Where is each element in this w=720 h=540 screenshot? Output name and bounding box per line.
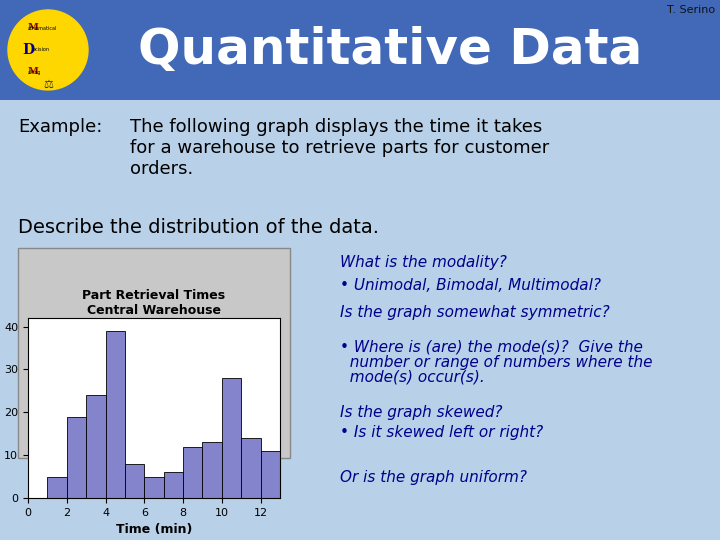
Text: mode(s) occur(s).: mode(s) occur(s). (340, 370, 485, 385)
Bar (48, 477, 67, 498)
Bar (222, 378, 241, 498)
Text: Is the graph somewhat symmetric?: Is the graph somewhat symmetric? (340, 305, 610, 320)
Text: Example:: Example: (18, 118, 102, 136)
Title: Part Retrieval Times
Central Warehouse: Part Retrieval Times Central Warehouse (82, 289, 225, 317)
X-axis label: Time (min): Time (min) (116, 523, 192, 536)
Text: Or is the graph uniform?: Or is the graph uniform? (340, 470, 527, 485)
Bar (261, 451, 280, 498)
Text: ecision: ecision (33, 48, 50, 52)
Text: What is the modality?: What is the modality? (340, 255, 507, 270)
Text: T. Serino: T. Serino (667, 5, 715, 15)
Bar (106, 331, 125, 498)
Bar (183, 447, 202, 498)
Text: ⚖: ⚖ (43, 80, 53, 90)
Text: M: M (28, 68, 39, 77)
Bar (86, 395, 106, 498)
Text: Describe the distribution of the data.: Describe the distribution of the data. (18, 218, 379, 237)
Text: aking: aking (28, 70, 42, 76)
Text: • Is it skewed left or right?: • Is it skewed left or right? (340, 425, 544, 440)
Text: D: D (22, 43, 34, 57)
Circle shape (8, 10, 88, 90)
FancyBboxPatch shape (18, 248, 290, 458)
Bar (280, 477, 300, 498)
Text: Is the graph skewed?: Is the graph skewed? (340, 405, 503, 420)
Text: • Unimodal, Bimodal, Multimodal?: • Unimodal, Bimodal, Multimodal? (340, 278, 601, 293)
Bar (300, 472, 319, 498)
Bar (144, 477, 163, 498)
Text: Quantitative Data: Quantitative Data (138, 26, 642, 74)
Text: M: M (28, 23, 39, 32)
Bar (125, 464, 144, 498)
Text: athematical: athematical (28, 26, 58, 31)
Bar (241, 438, 261, 498)
Text: number or range of numbers where the: number or range of numbers where the (340, 355, 652, 370)
Text: • Where is (are) the mode(s)?  Give the: • Where is (are) the mode(s)? Give the (340, 340, 643, 355)
Bar (202, 442, 222, 498)
FancyBboxPatch shape (0, 0, 720, 100)
Bar (67, 416, 86, 498)
Text: The following graph displays the time it takes
for a warehouse to retrieve parts: The following graph displays the time it… (130, 118, 549, 178)
Bar (163, 472, 183, 498)
